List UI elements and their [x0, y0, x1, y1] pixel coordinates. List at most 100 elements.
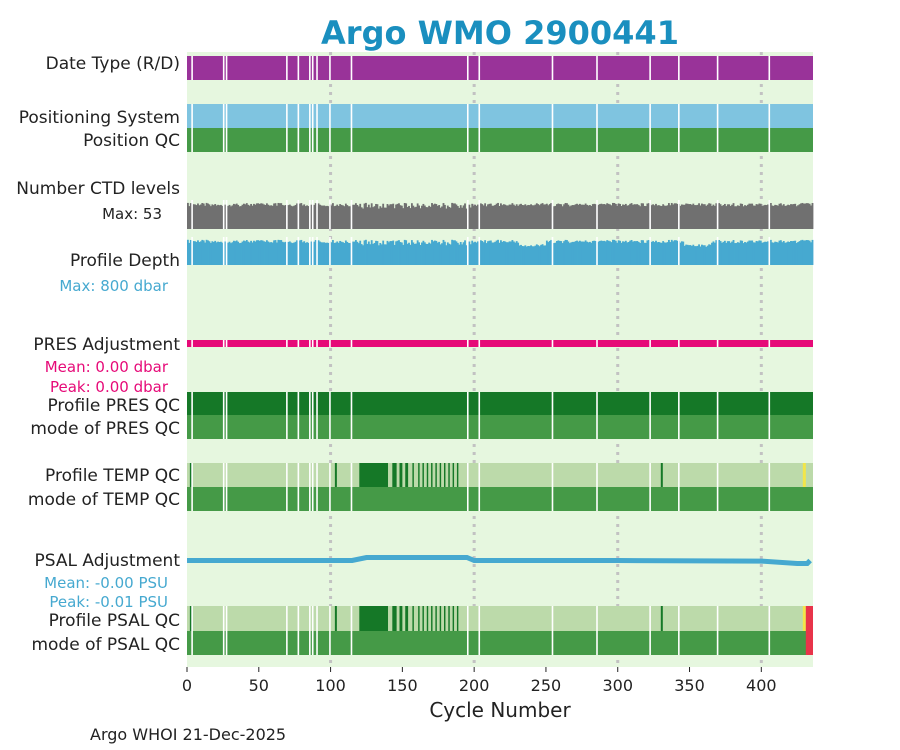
bar-ctd-levels-240: [531, 205, 534, 229]
bar-ctd-levels-293: [607, 203, 610, 229]
bar-profile-depth-29: [228, 241, 231, 265]
bar-profile-depth-71: [288, 241, 291, 265]
bar-ctd-levels-151: [403, 202, 406, 229]
gap-profile-temp-qc-3: [286, 463, 288, 487]
bar-ctd-levels-324: [652, 204, 655, 229]
gap-position-qc-6: [311, 128, 314, 152]
bar-profile-depth-5: [194, 241, 197, 265]
bar-ctd-levels-61: [274, 203, 277, 229]
gap-profile-temp-qc-15: [678, 463, 680, 487]
bar-ctd-levels-222: [505, 205, 508, 229]
gap-position-qc-14: [649, 128, 651, 152]
label-pres-adjustment: PRES Adjustment: [33, 335, 180, 355]
bar-ctd-levels-202: [477, 204, 479, 229]
bar-profile-depth-363: [708, 244, 711, 265]
bar-profile-depth-1: [188, 242, 191, 265]
bar-profile-depth-20: [215, 242, 218, 265]
bar-ctd-levels-234: [522, 205, 525, 229]
qc-mark-profile-temp-qc-8: [431, 463, 433, 487]
bar-profile-depth-123: [363, 240, 366, 265]
bar-ctd-levels-343: [679, 205, 682, 229]
bar-ctd-levels-314: [637, 205, 640, 229]
bar-ctd-levels-399: [759, 203, 762, 229]
gap-profile-depth-17: [768, 237, 771, 265]
bar-ctd-levels-34: [235, 203, 238, 229]
bar-ctd-levels-398: [758, 203, 761, 229]
bar-profile-depth-104: [336, 241, 339, 265]
bar-profile-depth-91: [317, 240, 320, 265]
bar-ctd-levels-220: [502, 204, 505, 229]
bar-ctd-levels-380: [732, 203, 735, 229]
bar-profile-depth-379: [731, 241, 733, 265]
bar-profile-depth-365: [711, 242, 713, 265]
bar-profile-depth-81: [303, 241, 306, 265]
bar-ctd-levels-110: [344, 203, 347, 229]
bar-profile-depth-407: [771, 242, 774, 265]
bar-ctd-levels-18: [212, 205, 215, 229]
bar-ctd-levels-6: [195, 205, 198, 229]
qc-mark-profile-psal-qc-11: [444, 606, 446, 631]
gap-profile-temp-qc-11: [478, 463, 481, 487]
gap-date-type-11: [478, 56, 481, 80]
bar-profile-depth-165: [423, 242, 426, 265]
bar-ctd-levels-143: [392, 203, 395, 229]
bar-ctd-levels-271: [576, 203, 578, 229]
bar-profile-depth-137: [383, 244, 386, 265]
bar-profile-depth-84: [307, 242, 310, 265]
stat-psal-adjustment-0: Mean: -0.00 PSU: [44, 574, 168, 592]
bar-profile-depth-352: [692, 244, 695, 265]
bar-profile-depth-371: [719, 241, 722, 265]
gap-profile-psal-qc-1: [222, 606, 225, 631]
gap-profile-psal-qc-3: [286, 606, 288, 631]
bar-profile-depth-159: [415, 243, 418, 265]
bar-profile-depth-256: [554, 242, 557, 265]
band-position-qc: [187, 128, 813, 152]
bar-ctd-levels-413: [779, 203, 782, 229]
gap-position-qc-4: [297, 128, 300, 152]
gap-profile-temp-qc-12: [551, 463, 554, 487]
bar-ctd-levels-30: [230, 206, 232, 229]
bar-ctd-levels-296: [611, 202, 614, 229]
bar-profile-depth-385: [739, 240, 742, 265]
qc-mark-profile-temp-qc-5: [418, 463, 420, 487]
chart-title: Argo WMO 2900441: [321, 14, 679, 52]
gap-profile-temp-qc-1: [222, 463, 225, 487]
gap-positioning-system-3: [286, 104, 288, 128]
bar-profile-depth-7: [197, 240, 199, 265]
bar-ctd-levels-36: [238, 206, 241, 229]
bar-profile-depth-158: [413, 243, 416, 265]
bar-profile-depth-294: [609, 241, 611, 265]
bar-profile-depth-245: [538, 246, 541, 265]
bar-ctd-levels-158: [413, 207, 416, 229]
bar-profile-depth-120: [359, 240, 362, 265]
bar-ctd-levels-368: [715, 203, 718, 229]
gap-date-type-12: [551, 56, 554, 80]
bar-ctd-levels-103: [334, 205, 337, 229]
bar-ctd-levels-395: [754, 205, 756, 229]
bar-ctd-levels-401: [762, 205, 765, 229]
bar-profile-depth-286: [597, 241, 600, 265]
bar-ctd-levels-359: [702, 204, 705, 229]
bar-profile-depth-426: [798, 241, 801, 265]
gap-profile-pres-qc-2: [225, 392, 228, 415]
bar-ctd-levels-156: [410, 203, 413, 229]
bar-profile-depth-145: [395, 241, 398, 265]
bar-ctd-levels-404: [767, 204, 769, 229]
bar-profile-depth-263: [564, 239, 567, 265]
bar-profile-depth-191: [461, 244, 464, 265]
bar-profile-depth-228: [514, 242, 517, 265]
gap-profile-psal-qc-6: [311, 606, 314, 631]
bar-ctd-levels-289: [601, 204, 604, 229]
bar-profile-depth-172: [433, 240, 436, 265]
bar-profile-depth-236: [525, 246, 528, 265]
bar-profile-depth-200: [474, 241, 476, 265]
bar-ctd-levels-210: [488, 203, 491, 229]
gap-mode-temp-qc-10: [466, 487, 469, 511]
bar-profile-depth-111: [346, 241, 349, 265]
bar-profile-depth-374: [723, 240, 726, 265]
bar-ctd-levels-278: [586, 204, 588, 229]
bar-ctd-levels-15: [208, 204, 211, 229]
bar-profile-depth-361: [705, 246, 708, 265]
gap-profile-pres-qc-6: [311, 392, 314, 415]
bar-profile-depth-248: [543, 245, 545, 265]
